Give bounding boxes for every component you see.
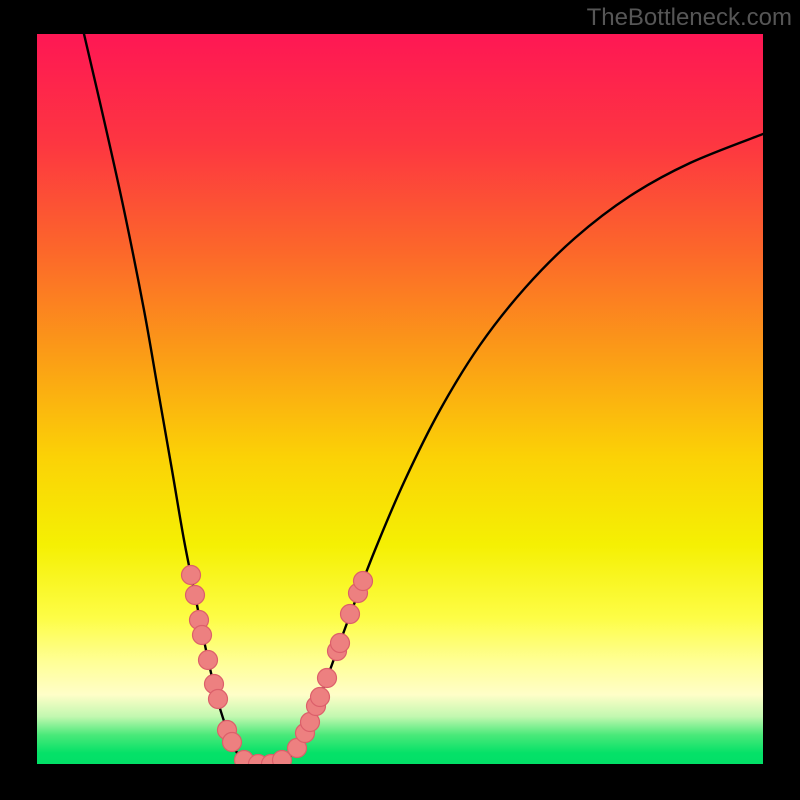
data-marker <box>182 566 201 585</box>
watermark-text: TheBottleneck.com <box>587 4 792 32</box>
curve-layer <box>37 34 763 764</box>
bottleneck-curve <box>84 34 763 764</box>
data-marker <box>199 651 218 670</box>
data-marker <box>318 669 337 688</box>
data-marker <box>311 688 330 707</box>
data-marker <box>193 626 212 645</box>
data-marker <box>354 572 373 591</box>
data-marker <box>331 634 350 653</box>
data-marker <box>223 733 242 752</box>
data-markers <box>182 566 373 765</box>
data-marker <box>341 605 360 624</box>
data-marker <box>186 586 205 605</box>
plot-area <box>37 34 763 764</box>
chart-root: TheBottleneck.com <box>0 0 800 800</box>
data-marker <box>209 690 228 709</box>
